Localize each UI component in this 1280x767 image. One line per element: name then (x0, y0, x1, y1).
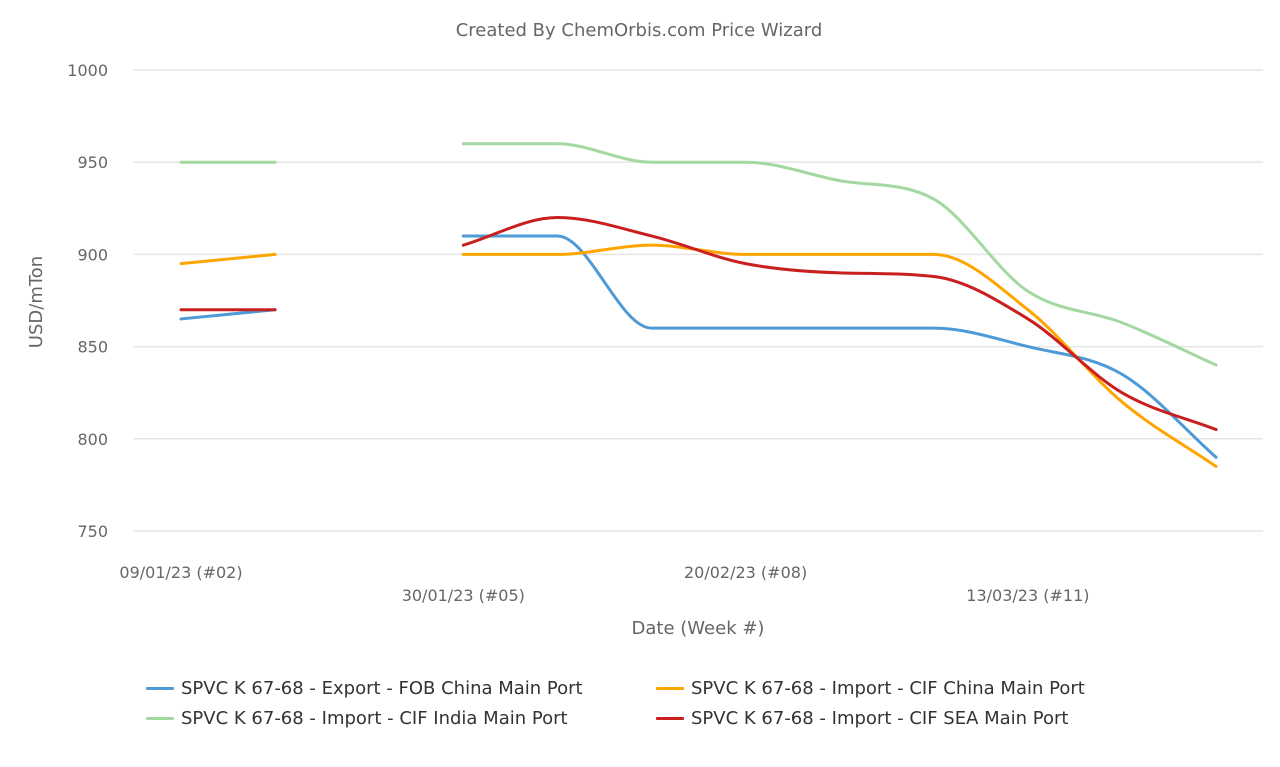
legend-label: SPVC K 67-68 - Import - CIF China Main P… (691, 677, 1085, 699)
series-line (461, 234, 1218, 459)
series-line (461, 216, 1218, 432)
y-tick-label: 950 (77, 153, 108, 172)
y-tick-label: 800 (77, 430, 108, 449)
legend-swatch-icon (146, 716, 174, 720)
line-chart: 750 800 850 900 950 1000 09/01/23 (#02) 30/01/… (26, 61, 1263, 639)
y-axis-label: USD/mTon (26, 256, 47, 348)
legend-label: SPVC K 67-68 - Import - CIF India Main P… (181, 707, 568, 729)
series-lines (179, 142, 1218, 468)
y-tick-label: 750 (77, 522, 108, 541)
legend-swatch-icon (656, 716, 684, 720)
chart-title: Created By ChemOrbis.com Price Wizard (455, 20, 823, 41)
series-line (179, 252, 277, 266)
legend-item-fob-china[interactable]: SPVC K 67-68 - Export - FOB China Main P… (146, 676, 656, 700)
y-tick-label: 1000 (67, 61, 108, 80)
x-tick-label: 13/03/23 (#11) (966, 586, 1089, 605)
x-axis-label: Date (Week #) (632, 618, 765, 639)
x-tick-label: 20/02/23 (#08) (684, 563, 807, 582)
legend-swatch-icon (146, 686, 174, 690)
x-tick-label: 30/01/23 (#05) (402, 586, 525, 605)
y-gridlines (133, 69, 1263, 532)
legend-item-cif-india[interactable]: SPVC K 67-68 - Import - CIF India Main P… (146, 706, 656, 730)
x-tick-label: 09/01/23 (#02) (119, 563, 242, 582)
legend-label: SPVC K 67-68 - Import - CIF SEA Main Por… (691, 707, 1069, 729)
x-axis-ticks: 09/01/23 (#02) 30/01/23 (#05) 20/02/23 (#0… (119, 563, 1089, 605)
series-line (461, 142, 1218, 367)
legend-item-cif-china[interactable]: SPVC K 67-68 - Import - CIF China Main P… (656, 676, 1136, 700)
legend: SPVC K 67-68 - Export - FOB China Main P… (146, 676, 1136, 730)
series-line (461, 243, 1218, 468)
legend-label: SPVC K 67-68 - Export - FOB China Main P… (181, 677, 583, 699)
legend-item-cif-sea[interactable]: SPVC K 67-68 - Import - CIF SEA Main Por… (656, 706, 1136, 730)
y-tick-label: 850 (77, 338, 108, 357)
y-axis-ticks: 750 800 850 900 950 1000 (67, 61, 108, 541)
legend-swatch-icon (656, 686, 684, 690)
y-tick-label: 900 (77, 245, 108, 264)
